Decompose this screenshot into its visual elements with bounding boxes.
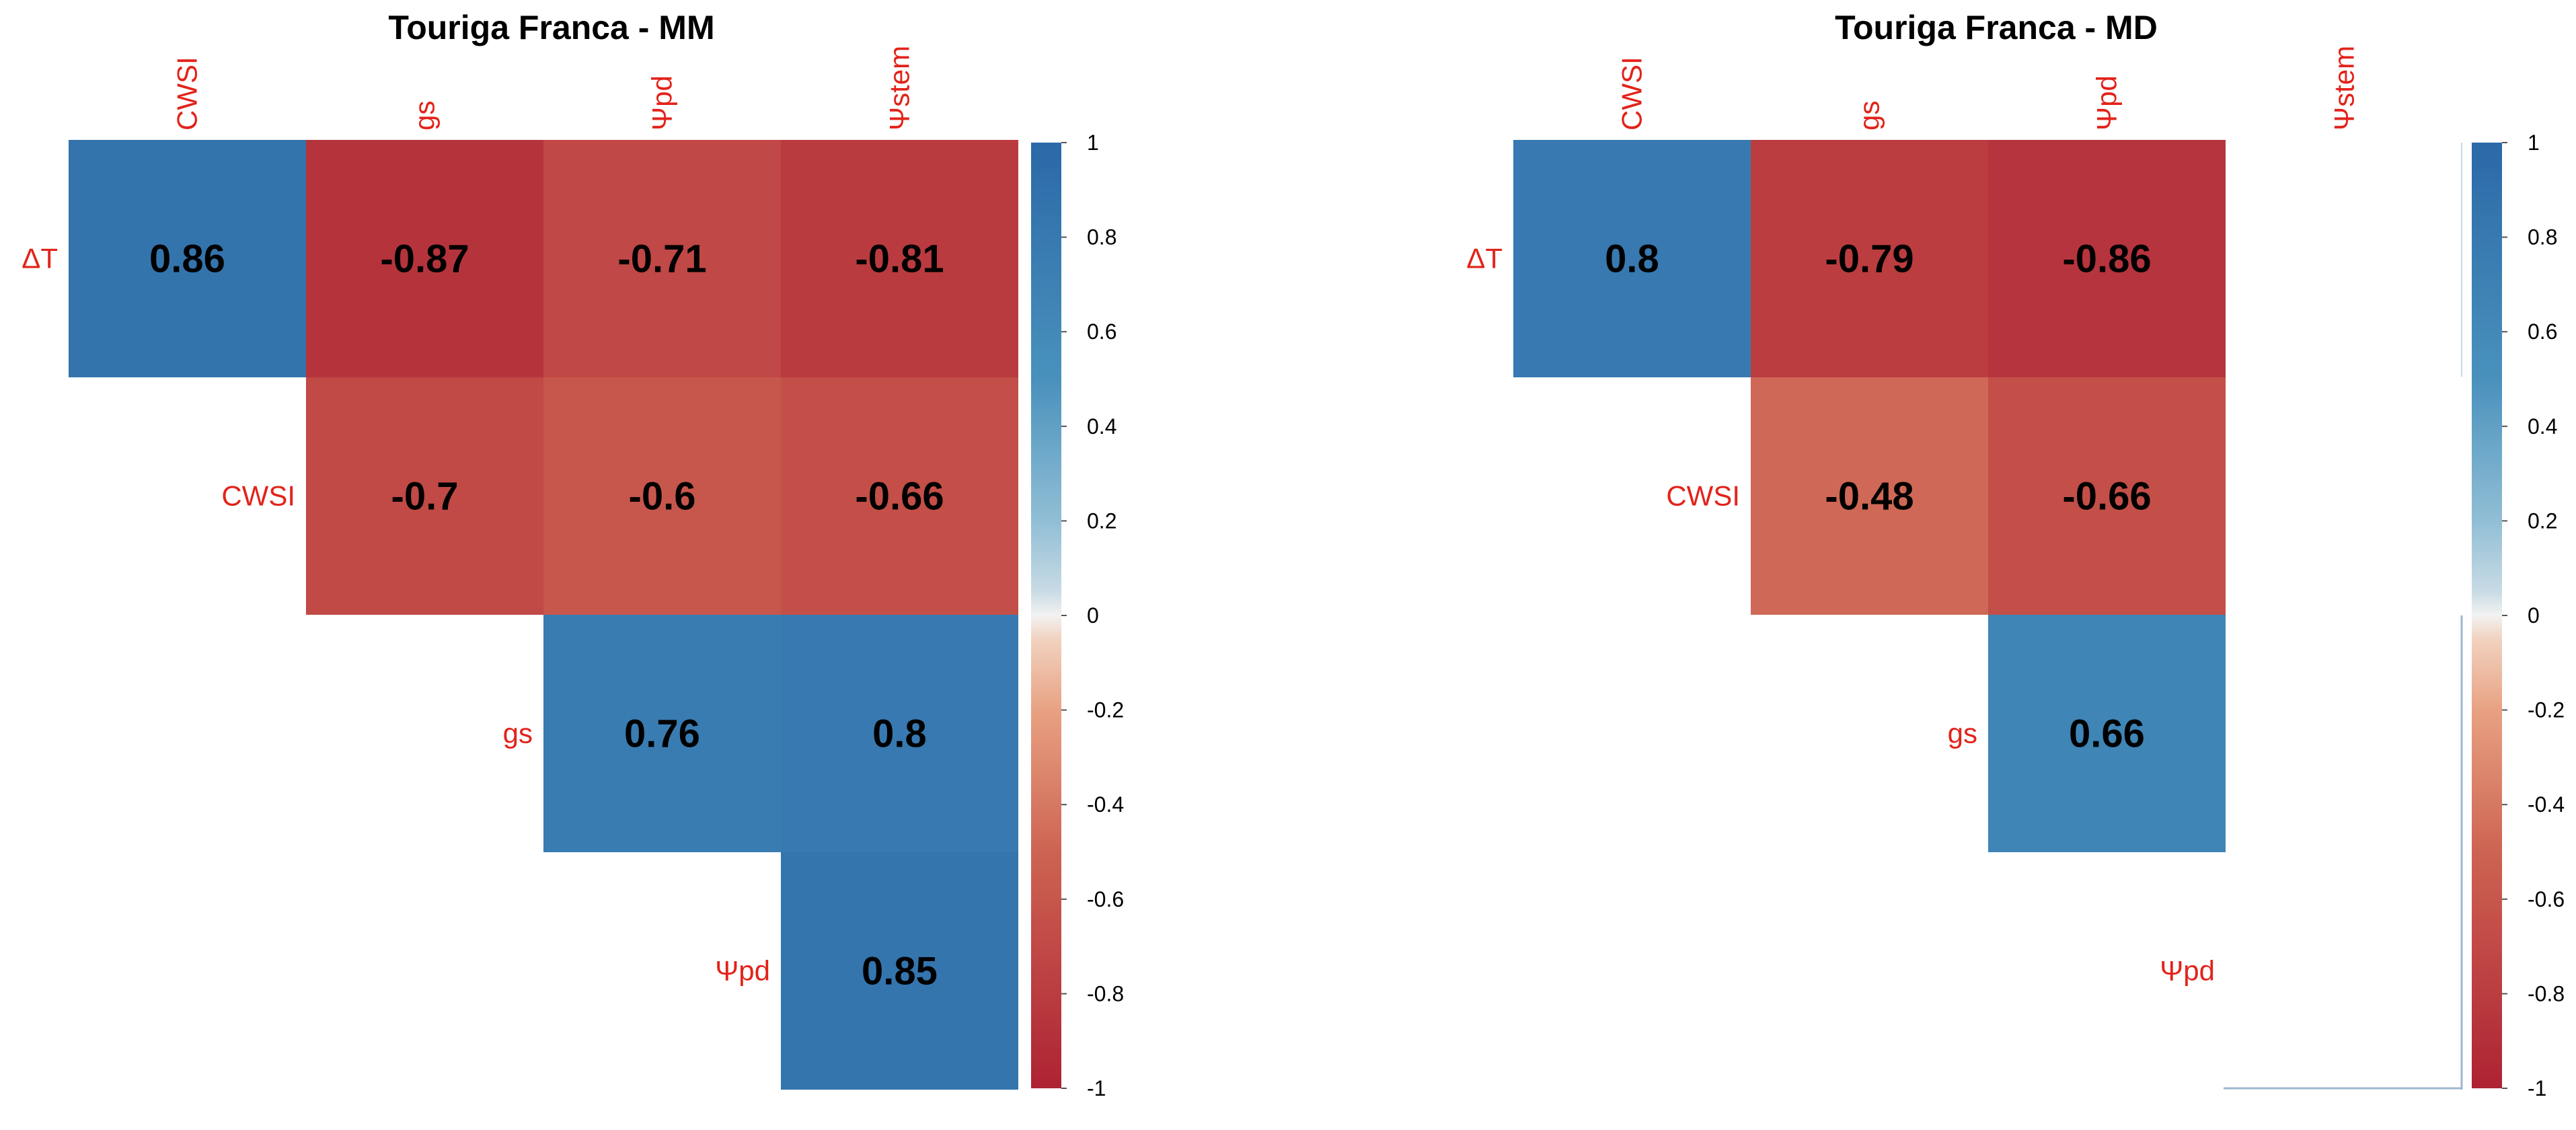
row-label: gs — [503, 718, 533, 749]
heatmap-cell — [781, 377, 1018, 615]
colorbar-tick-label: -0.4 — [2528, 792, 2565, 817]
colorbar-tick-label: -0.8 — [1087, 981, 1124, 1006]
colorbar-tick-label: 0.6 — [1087, 319, 1116, 344]
row-label: ΔT — [1466, 243, 1503, 274]
colorbar-tick-label: -0.8 — [2528, 981, 2565, 1006]
colorbar-tick-label: 0.2 — [2528, 509, 2557, 533]
column-label: CWSI — [172, 57, 203, 130]
colorbar-tick-label: -0.2 — [1087, 698, 1124, 722]
cell-value-label: 0.85 — [862, 950, 938, 993]
cell-value-label: -0.87 — [380, 237, 469, 281]
cell-value-label: -0.48 — [1825, 475, 1914, 519]
colorbar-tick-label: 0.6 — [2528, 319, 2557, 344]
row-label: CWSI — [1666, 480, 1740, 512]
colorbar-tick-label: 0.4 — [1087, 414, 1116, 439]
row-label: gs — [1948, 718, 1977, 749]
colorbar — [2472, 143, 2502, 1088]
column-label: Ψstem — [884, 46, 915, 130]
heatmap-cell — [1751, 377, 1988, 615]
heatmap-cell — [1988, 140, 2226, 377]
heatmap-cell — [543, 140, 781, 377]
cell-value-label: -0.6 — [629, 475, 696, 519]
heatmap-cell — [1988, 615, 2226, 852]
cell-value-label: 0.66 — [2069, 712, 2145, 756]
heatmap-cell — [69, 140, 306, 377]
chart-title: Touriga Franca - MD — [1835, 9, 2158, 46]
cell-value-label: -0.66 — [2062, 475, 2151, 519]
correlation-panel-2: Touriga Franca - MD 0.8 -0.79 -0.86 -0.48 -0.… — [1466, 9, 2565, 1100]
colorbar-tick-label: -0.6 — [1087, 887, 1124, 911]
row-label: Ψpd — [2160, 955, 2215, 987]
column-label: Ψstem — [2328, 46, 2360, 130]
cell-value-label: -0.79 — [1825, 237, 1914, 281]
colorbar-tick-label: -1 — [1087, 1076, 1106, 1100]
colorbar-tick-label: 1 — [1087, 130, 1099, 155]
cell-value-label: 0.8 — [872, 712, 927, 756]
column-label: gs — [1854, 101, 1885, 130]
cell-value-label: 0.76 — [624, 712, 700, 756]
column-label: gs — [409, 101, 441, 130]
colorbar-tick-label: -0.2 — [2528, 698, 2565, 722]
cell-value-label: -0.71 — [617, 237, 706, 281]
colorbar-tick-label: 0 — [2528, 603, 2540, 628]
colorbar-tick-label: 0 — [1087, 603, 1099, 628]
cell-value-label: -0.81 — [855, 237, 944, 281]
cell-value-label: -0.86 — [2062, 237, 2151, 281]
column-label: CWSI — [1616, 57, 1648, 130]
correlation-panel-1: Touriga Franca - MM0.86 -0.87 -0.71 -0.81-0… — [22, 9, 1124, 1100]
cell-value-label: 0.8 — [1605, 237, 1659, 281]
row-label: ΔT — [22, 243, 58, 274]
colorbar-tick-label: 0.8 — [1087, 225, 1116, 250]
colorbar-tick-label: 0.8 — [2528, 225, 2557, 250]
colorbar — [1031, 143, 1061, 1088]
heatmap-cell — [306, 377, 543, 615]
heatmap-cell — [781, 140, 1018, 377]
heatmap-cell — [306, 140, 543, 377]
heatmap-cell — [781, 615, 1018, 852]
heatmap-cell — [543, 377, 781, 615]
heatmap-cell — [1751, 140, 1988, 377]
colorbar-tick-label: 1 — [2528, 130, 2540, 155]
cell-value-label: 0.86 — [149, 237, 225, 281]
cell-value-label: -0.66 — [855, 475, 944, 519]
colorbar-tick-label: 0.2 — [1087, 509, 1116, 533]
heatmap-cell — [1513, 140, 1751, 377]
row-label: Ψpd — [715, 955, 770, 987]
colorbar-tick-label: -1 — [2528, 1076, 2546, 1100]
column-label: Ψpd — [646, 75, 678, 130]
cell-value-label: -0.7 — [391, 475, 459, 519]
heatmap-cell — [543, 615, 781, 852]
colorbar-tick-label: -0.6 — [2528, 887, 2565, 911]
row-label: CWSI — [221, 480, 295, 512]
heatmap-cell — [1988, 377, 2226, 615]
colorbar-tick-label: 0.4 — [2528, 414, 2557, 439]
column-label: Ψpd — [2091, 75, 2123, 130]
chart-title: Touriga Franca - MM — [388, 9, 714, 46]
colorbar-tick-label: -0.4 — [1087, 792, 1124, 817]
heatmap-cell — [781, 852, 1018, 1090]
